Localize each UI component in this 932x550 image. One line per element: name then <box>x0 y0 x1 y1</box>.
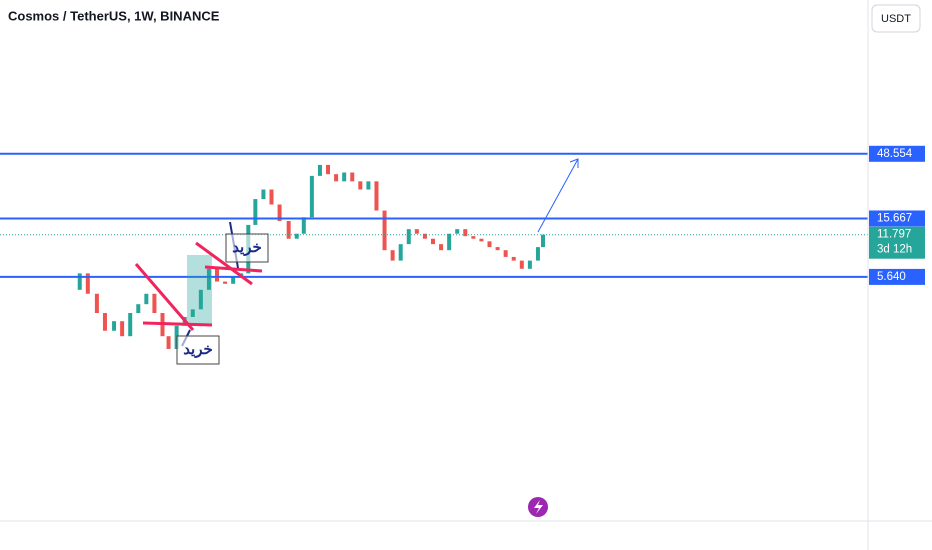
candle <box>471 236 476 239</box>
candle <box>342 172 347 182</box>
trend-stroke <box>134 263 195 331</box>
trend-stroke <box>142 321 213 327</box>
overlays: خرید خرید <box>134 158 579 517</box>
candle <box>511 256 516 261</box>
candle <box>487 241 492 248</box>
candle <box>334 174 339 182</box>
candle <box>120 321 125 337</box>
candle <box>261 189 266 200</box>
event-bolt <box>534 500 543 514</box>
candle <box>541 234 546 248</box>
currency-button[interactable] <box>871 4 921 33</box>
annotation-box <box>225 233 269 263</box>
candle <box>253 199 258 225</box>
highlight-box <box>187 255 212 325</box>
candle <box>152 293 157 314</box>
candle <box>422 233 427 239</box>
candle <box>479 238 484 242</box>
candle <box>286 220 291 239</box>
trend-stroke <box>204 265 263 273</box>
candle <box>366 181 371 190</box>
candle <box>535 247 540 261</box>
countdown-label: 3d 12h <box>877 244 912 256</box>
candle <box>455 229 460 234</box>
candle <box>326 164 331 175</box>
candle <box>85 273 90 294</box>
candle <box>503 250 508 257</box>
arrow-head <box>569 158 579 168</box>
candle <box>301 217 306 234</box>
candle <box>269 189 274 205</box>
candle <box>390 250 395 261</box>
candle <box>519 260 524 269</box>
candle <box>112 321 117 331</box>
candle <box>382 210 387 251</box>
candle <box>447 233 452 251</box>
candle <box>406 229 411 245</box>
chart-title: Cosmos / TetherUS, 1W, BINANCE <box>8 8 220 23</box>
candle <box>144 293 149 305</box>
candle <box>166 336 171 349</box>
candle <box>527 260 532 269</box>
candle <box>190 309 195 317</box>
candle <box>102 313 107 331</box>
level-tag <box>869 268 925 285</box>
candle <box>128 313 133 337</box>
level-tag <box>869 145 925 162</box>
candle <box>350 172 355 182</box>
level-label: 48.554 <box>877 148 913 160</box>
candle <box>277 204 282 221</box>
candle <box>309 175 314 218</box>
candle <box>136 304 141 314</box>
candle <box>198 289 203 310</box>
candle <box>206 268 211 290</box>
candle <box>374 181 379 211</box>
candle <box>430 238 435 245</box>
level-label: 5.640 <box>877 271 906 283</box>
candle <box>317 164 322 176</box>
candle <box>495 247 500 251</box>
candle <box>223 281 228 284</box>
projection-arrow <box>537 158 579 233</box>
candle <box>439 244 444 251</box>
trend-stroke <box>195 241 253 286</box>
candle <box>398 244 403 261</box>
level-tag <box>869 210 925 227</box>
candle <box>414 229 419 234</box>
candle <box>463 229 468 237</box>
candle <box>231 277 236 284</box>
annotation-box <box>176 335 220 365</box>
currency-label[interactable]: USDT <box>881 13 911 25</box>
candle <box>294 233 299 239</box>
level-label: 15.667 <box>877 213 912 225</box>
current-price-tag <box>869 226 925 259</box>
candle <box>215 268 219 282</box>
current-price-label: 11.797 <box>877 229 911 241</box>
annotation: خرید <box>183 341 213 358</box>
candle <box>358 181 363 190</box>
candle <box>77 273 82 290</box>
annotation: خرید <box>232 239 262 256</box>
axis-labels: 48.554 15.667 5.640 11.797 3d 12h <box>869 145 925 285</box>
candle <box>94 293 99 314</box>
